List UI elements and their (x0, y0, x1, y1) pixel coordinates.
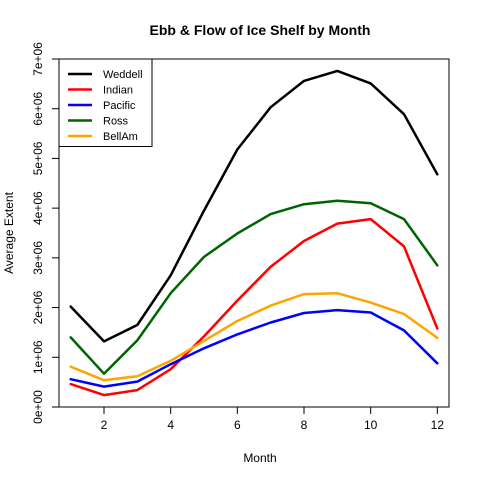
series-line-ross (69, 199, 439, 375)
legend-label-bellam: BellAm (103, 131, 138, 143)
x-tick-label: 10 (364, 418, 378, 432)
x-axis-label: Month (243, 451, 276, 465)
y-tick-label: 2e+06 (31, 290, 45, 324)
legend-label-ross: Ross (103, 116, 129, 128)
x-tick-label: 2 (101, 418, 108, 432)
y-tick-label: 4e+06 (31, 191, 45, 225)
y-tick-label: 0e+00 (31, 390, 45, 424)
series-line-weddell (69, 69, 439, 343)
x-tick-label: 6 (234, 418, 241, 432)
legend-label-indian: Indian (103, 85, 133, 97)
series-line-indian (69, 217, 439, 397)
plot-area: 2 4 6 8 10 12 0e+00 1e+06 2e+06 3e+06 4e+06 5e+06 6e… (31, 42, 450, 432)
plot-frame (58, 58, 450, 408)
x-tick-label: 4 (167, 418, 174, 432)
chart-title: Ebb & Flow of Ice Shelf by Month (150, 22, 371, 38)
y-tick-label: 1e+06 (31, 340, 45, 374)
x-tick-label: 8 (301, 418, 308, 432)
y-tick-label: 6e+06 (31, 92, 45, 126)
series-line-bellam (69, 291, 439, 382)
y-tick-label: 5e+06 (31, 141, 45, 175)
legend-label-weddell: Weddell (103, 69, 143, 81)
x-tick-label: 12 (431, 418, 445, 432)
y-axis-label: Average Extent (2, 191, 16, 273)
legend-label-pacific: Pacific (103, 100, 136, 112)
y-tick-label: 3e+06 (31, 241, 45, 275)
series-line-pacific (69, 308, 439, 388)
y-tick-label: 7e+06 (31, 42, 45, 76)
